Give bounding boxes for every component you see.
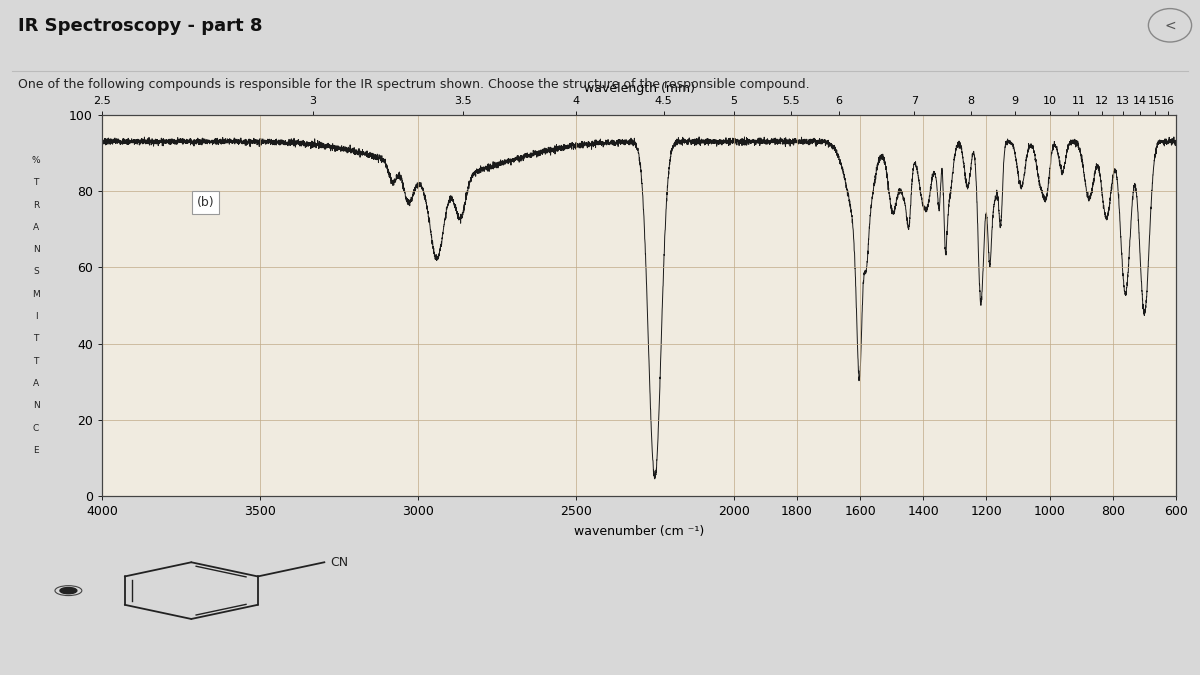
Text: T: T xyxy=(34,178,38,187)
Text: A: A xyxy=(32,223,40,232)
Text: N: N xyxy=(32,245,40,254)
Text: E: E xyxy=(34,446,38,455)
Text: CN: CN xyxy=(330,556,348,569)
Text: <: < xyxy=(1164,18,1176,32)
Text: IR Spectroscopy - part 8: IR Spectroscopy - part 8 xyxy=(18,17,263,35)
Text: T: T xyxy=(34,334,38,344)
X-axis label: wavelength (mm): wavelength (mm) xyxy=(583,82,695,95)
Text: S: S xyxy=(34,267,38,277)
Text: R: R xyxy=(32,200,40,210)
Text: (b): (b) xyxy=(197,196,215,209)
Text: %: % xyxy=(31,156,41,165)
Text: N: N xyxy=(32,401,40,410)
Text: One of the following compounds is responsible for the IR spectrum shown. Choose : One of the following compounds is respon… xyxy=(18,78,810,90)
Text: I: I xyxy=(35,312,37,321)
Text: T: T xyxy=(34,356,38,366)
Text: A: A xyxy=(32,379,40,388)
Circle shape xyxy=(60,587,77,594)
Text: C: C xyxy=(32,424,40,433)
Text: M: M xyxy=(32,290,40,299)
X-axis label: wavenumber (cm ⁻¹): wavenumber (cm ⁻¹) xyxy=(574,525,704,538)
